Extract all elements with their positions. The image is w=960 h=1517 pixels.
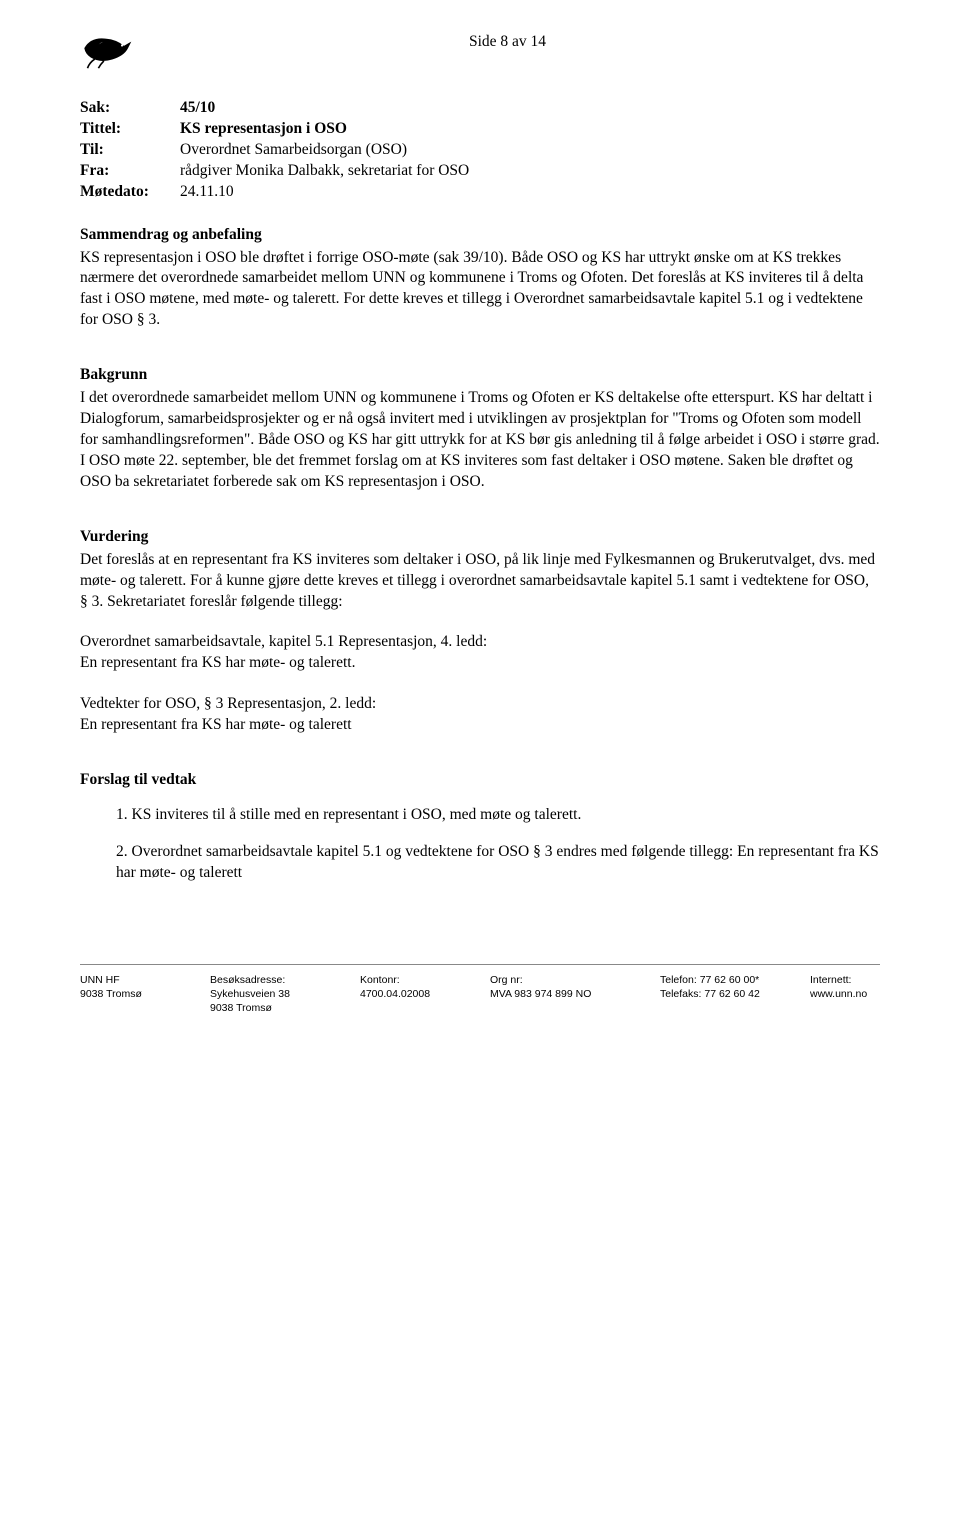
footer-address-city: 9038 Tromsø	[210, 1001, 360, 1015]
page-indicator: Side 8 av 14	[135, 30, 880, 53]
section-vurdering: Vurdering Det foreslås at en representan…	[80, 527, 880, 613]
sammendrag-body: KS representasjon i OSO ble drøftet i fo…	[80, 248, 880, 332]
footer-col-web: Internett: www.unn.no	[810, 973, 880, 1016]
footer-web-url: www.unn.no	[810, 987, 880, 1001]
page-footer: UNN HF 9038 Tromsø Besøksadresse: Sykehu…	[80, 964, 880, 1016]
meta-fra-label: Fra:	[80, 161, 180, 182]
meta-til-value: Overordnet Samarbeidsorgan (OSO)	[180, 140, 469, 161]
footer-account-label: Kontonr:	[360, 973, 490, 987]
footer-org-name: UNN HF	[80, 973, 210, 987]
meta-sak-label: Sak:	[80, 98, 180, 119]
ledd-1: Overordnet samarbeidsavtale, kapitel 5.1…	[80, 632, 880, 674]
footer-col-phone: Telefon: 77 62 60 00* Telefaks: 77 62 60…	[660, 973, 810, 1016]
bakgrunn-body: I det overordnede samarbeidet mellom UNN…	[80, 388, 880, 493]
forslag-item-2: 2. Overordnet samarbeidsavtale kapitel 5…	[116, 842, 880, 884]
vurdering-title: Vurdering	[80, 527, 880, 548]
document-meta: Sak: 45/10 Tittel: KS representasjon i O…	[80, 98, 469, 203]
forslag-title: Forslag til vedtak	[80, 770, 880, 791]
footer-col-org: UNN HF 9038 Tromsø	[80, 973, 210, 1016]
footer-fax: Telefaks: 77 62 60 42	[660, 987, 810, 1001]
ledd1-title: Overordnet samarbeidsavtale, kapitel 5.1…	[80, 632, 880, 653]
footer-col-orgnr: Org nr: MVA 983 974 899 NO	[490, 973, 660, 1016]
footer-address-street: Sykehusveien 38	[210, 987, 360, 1001]
footer-address-label: Besøksadresse:	[210, 973, 360, 987]
ledd1-body: En representant fra KS har møte- og tale…	[80, 653, 880, 674]
ledd-2: Vedtekter for OSO, § 3 Representasjon, 2…	[80, 694, 880, 736]
meta-sak-value: 45/10	[180, 98, 469, 119]
section-forslag: Forslag til vedtak 1. KS inviteres til å…	[80, 770, 880, 884]
ledd2-body: En representant fra KS har møte- og tale…	[80, 715, 880, 736]
meta-dato-label: Møtedato:	[80, 182, 180, 203]
page-header: Side 8 av 14	[80, 30, 880, 70]
footer-web-label: Internett:	[810, 973, 880, 987]
section-sammendrag: Sammendrag og anbefaling KS representasj…	[80, 225, 880, 332]
meta-til-label: Til:	[80, 140, 180, 161]
vurdering-body: Det foreslås at en representant fra KS i…	[80, 550, 880, 613]
footer-col-address: Besøksadresse: Sykehusveien 38 9038 Trom…	[210, 973, 360, 1016]
footer-orgnr-value: MVA 983 974 899 NO	[490, 987, 660, 1001]
meta-dato-value: 24.11.10	[180, 182, 469, 203]
bakgrunn-title: Bakgrunn	[80, 365, 880, 386]
ledd2-title: Vedtekter for OSO, § 3 Representasjon, 2…	[80, 694, 880, 715]
bird-logo-icon	[80, 30, 135, 70]
meta-fra-value: rådgiver Monika Dalbakk, sekretariat for…	[180, 161, 469, 182]
footer-orgnr-label: Org nr:	[490, 973, 660, 987]
meta-tittel-value: KS representasjon i OSO	[180, 119, 469, 140]
footer-phone: Telefon: 77 62 60 00*	[660, 973, 810, 987]
sammendrag-title: Sammendrag og anbefaling	[80, 225, 880, 246]
forslag-item-1: 1. KS inviteres til å stille med en repr…	[116, 805, 880, 826]
footer-org-city: 9038 Tromsø	[80, 987, 210, 1001]
section-bakgrunn: Bakgrunn I det overordnede samarbeidet m…	[80, 365, 880, 493]
footer-col-account: Kontonr: 4700.04.02008	[360, 973, 490, 1016]
meta-tittel-label: Tittel:	[80, 119, 180, 140]
footer-account-number: 4700.04.02008	[360, 987, 490, 1001]
